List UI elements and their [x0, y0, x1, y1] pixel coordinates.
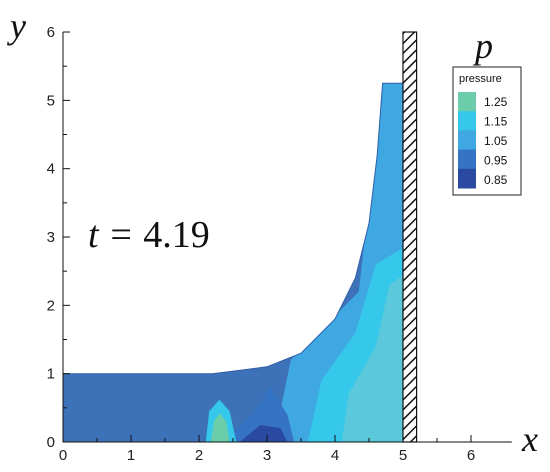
y-tick-label: 2 [47, 297, 55, 314]
legend-label: 1.05 [484, 134, 508, 148]
legend-title: pressure [459, 73, 502, 85]
x-tick-label: 0 [59, 447, 67, 464]
y-tick-label: 3 [47, 229, 55, 246]
pressure-region [239, 424, 288, 442]
pressure-region [341, 271, 403, 442]
legend: p pressure 1.25 1.15 1.05 0.95 0.85 [452, 26, 522, 196]
x-tick-label: 3 [263, 447, 271, 464]
legend-swatch [458, 149, 476, 170]
legend-swatch [458, 111, 476, 131]
y-tick-label: 0 [47, 434, 55, 451]
field-name: p [472, 26, 493, 66]
y-tick-label: 4 [47, 161, 55, 178]
legend-label: 1.25 [484, 95, 508, 109]
pressure-region [210, 413, 230, 442]
legend-swatch [458, 130, 476, 151]
wall [402, 31, 418, 443]
x-axis-label: x [521, 419, 538, 459]
y-tick-label: 5 [47, 92, 55, 109]
legend-label: 1.15 [484, 115, 508, 129]
y-axis-label: y [7, 6, 26, 46]
x-tick-label: 4 [331, 447, 339, 464]
x-tick-label: 6 [467, 447, 475, 464]
axes: 0 1 2 3 4 5 6 0 1 2 3 4 5 6 [47, 24, 512, 464]
y-tick-label: 6 [47, 24, 55, 41]
x-tick-label: 5 [399, 447, 407, 464]
x-tick-label: 1 [127, 447, 135, 464]
legend-swatch [458, 92, 476, 112]
time-annotation: t = 4.19 [88, 214, 210, 256]
legend-swatch [458, 168, 476, 189]
x-tick-label: 2 [195, 447, 203, 464]
y-tick-label: 1 [47, 366, 55, 383]
legend-label: 0.95 [484, 154, 508, 168]
legend-label: 0.85 [484, 173, 508, 187]
